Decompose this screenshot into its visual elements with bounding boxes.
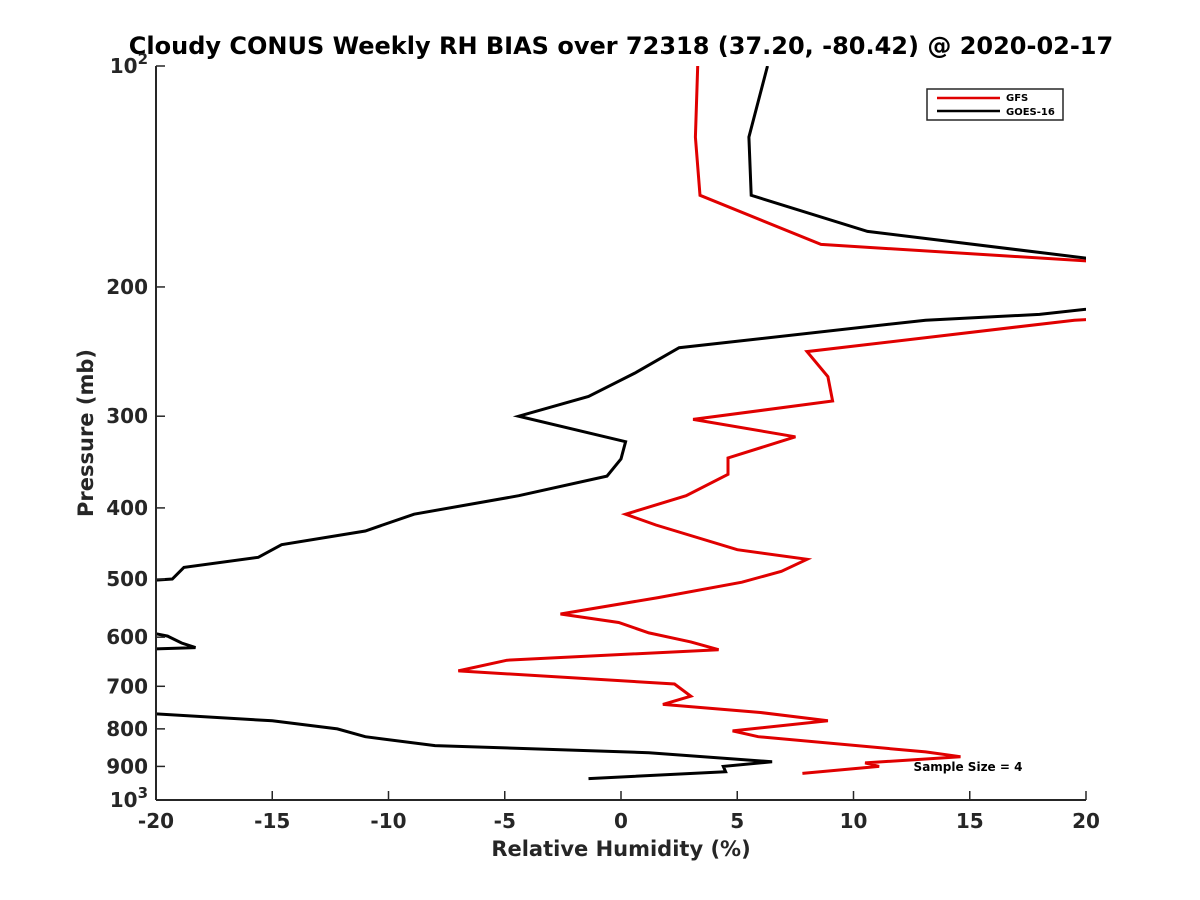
x-tick-label: -15 <box>254 809 290 833</box>
x-axis-label: Relative Humidity (%) <box>491 837 750 861</box>
axes <box>155 66 1086 801</box>
sample-size-annotation: Sample Size = 4 <box>914 760 1023 774</box>
series-layer <box>156 66 1086 781</box>
series-line-goes16 <box>156 66 1086 781</box>
y-tick-label: 600 <box>106 625 148 649</box>
x-tick-label: 0 <box>614 809 628 833</box>
y-tick-label: 300 <box>106 404 148 428</box>
y-tick-label: 800 <box>106 717 148 741</box>
y-tick-label: 400 <box>106 496 148 520</box>
x-tick-label: 20 <box>1072 809 1100 833</box>
y-tick-label: 700 <box>106 674 148 698</box>
chart-title: Cloudy CONUS Weekly RH BIAS over 72318 (… <box>129 32 1113 60</box>
y-tick-label: 200 <box>106 275 148 299</box>
x-tick-label: 10 <box>840 809 868 833</box>
y-tick-label: 500 <box>106 567 148 591</box>
y-axis-label: Pressure (mb) <box>74 349 98 517</box>
x-tick-label: -5 <box>494 809 516 833</box>
x-tick-label: -10 <box>370 809 406 833</box>
y-tick-label: 102 <box>110 50 148 78</box>
series-line-gfs <box>457 66 1086 775</box>
x-tick-label: 15 <box>956 809 984 833</box>
legend-label-goes16: GOES-16 <box>1006 107 1055 118</box>
y-tick-label: 900 <box>106 754 148 778</box>
legend: GFS GOES-16 <box>926 88 1064 121</box>
y-tick-label: 103 <box>110 784 148 812</box>
ticks: -20 -15 -10 -5 0 5 10 15 20 102 200 300 400 500 600 700… <box>106 50 1100 833</box>
legend-box <box>926 88 1064 121</box>
x-tick-label: -20 <box>138 809 174 833</box>
legend-label-gfs: GFS <box>1006 93 1028 104</box>
x-tick-label: 5 <box>730 809 744 833</box>
